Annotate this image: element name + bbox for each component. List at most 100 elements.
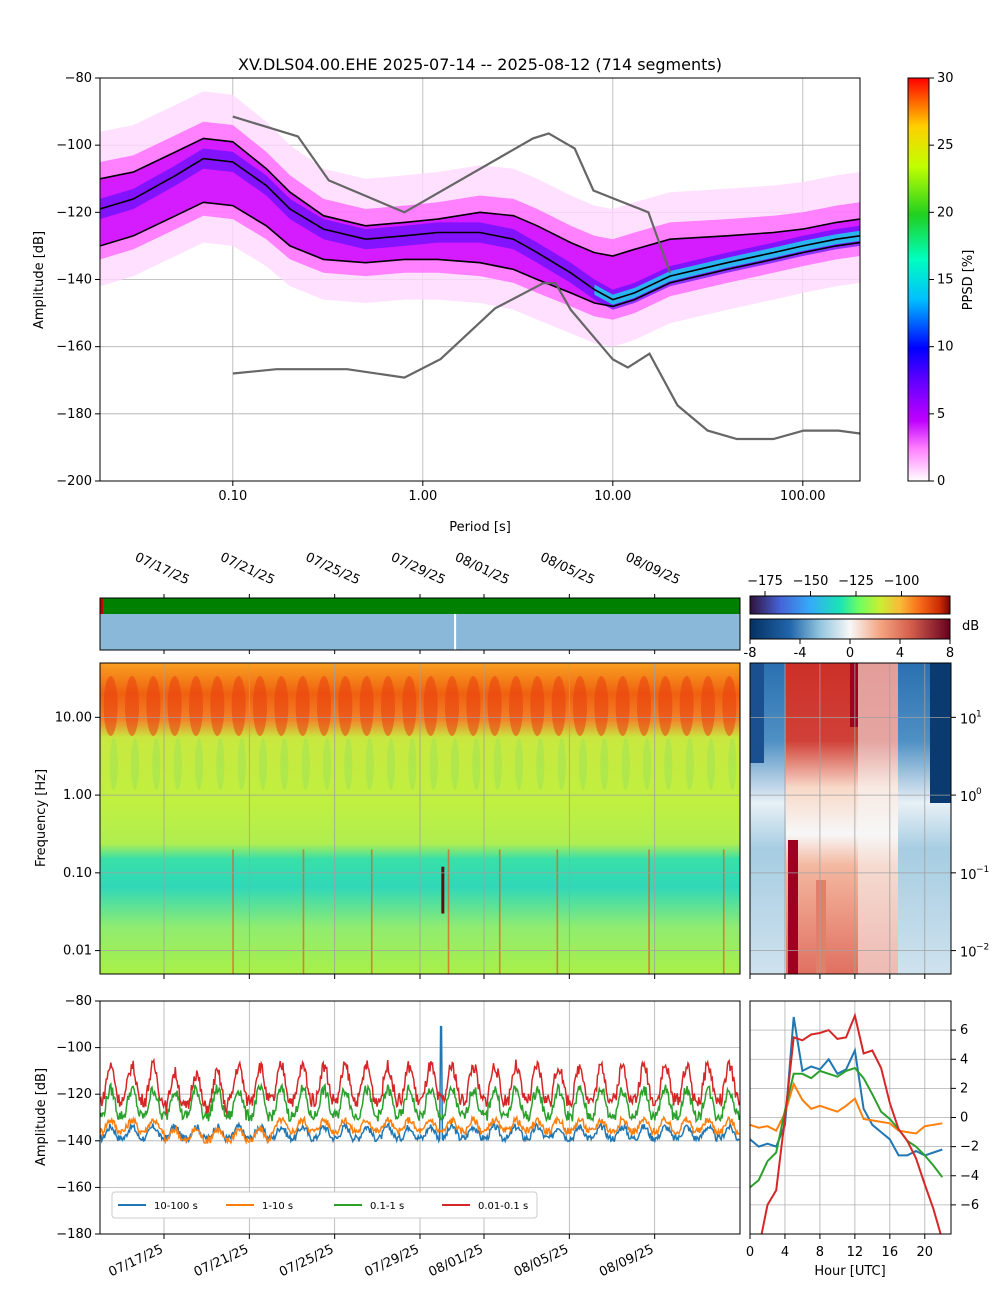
ppsd-lines <box>100 115 860 441</box>
spectrogram-day-stripe <box>615 675 630 736</box>
ppsd-line-high-noise-model <box>232 115 672 274</box>
ppsd-ytick-label: −180 <box>56 407 92 422</box>
availability-bar <box>100 598 740 614</box>
date-label-top: 07/25/25 <box>303 550 362 588</box>
spectrogram-day-stripe-low <box>387 738 395 791</box>
diurnal-ytick-label: 0 <box>960 1111 968 1126</box>
ppsd-xtick-label: 100.00 <box>780 489 826 504</box>
ppsd-density-peak <box>594 230 860 305</box>
ppsd-ytick-label: −80 <box>65 71 92 86</box>
spectrogram-day-stripe-low <box>728 738 737 791</box>
date-label-top: 08/09/25 <box>623 550 682 588</box>
spectrogram-transient <box>498 849 501 974</box>
spectrogram-day-stripe <box>189 675 203 736</box>
difference-colorbar-label: dB <box>962 619 979 634</box>
difference-ytick-exponent: −2 <box>976 943 989 953</box>
spectrogram-colorbar-tick-label: −100 <box>884 574 920 589</box>
spectrogram-day-stripe <box>679 675 694 736</box>
spectrogram-colorbar-tick-label: −125 <box>838 574 874 589</box>
diurnal-lines <box>750 1012 944 1234</box>
spectrogram-ytick-label: 10.00 <box>55 710 92 725</box>
timeseries-xtick-label: 07/17/25 <box>106 1242 165 1280</box>
diurnal-panel: 0 4 8 12 16 20 −6 −4 −2 0 2 4 6 Hour [UTC] <box>746 1000 979 1279</box>
spectrogram-day-stripe-low <box>301 738 310 791</box>
timeseries-xtick-label: 07/21/25 <box>192 1242 251 1280</box>
date-label-top: 07/21/25 <box>218 550 277 588</box>
spectrogram-transient <box>232 849 234 974</box>
spectrogram-day-stripe <box>359 675 374 736</box>
difference-ytick-exponent: 0 <box>976 787 982 797</box>
spectrogram-day-stripe <box>487 675 502 736</box>
ppsd-panel: XV.DLS04.00.EHE 2025-07-14 -- 2025-08-12… <box>32 55 976 535</box>
spectrogram-panel: 07/17/25 07/21/25 07/25/25 07/29/25 08/01/25… <box>34 550 989 979</box>
availability-ticks <box>163 594 656 654</box>
spectrogram-day-stripe-low <box>536 738 545 791</box>
diurnal-ytick-label: 2 <box>960 1081 968 1096</box>
timeseries-xtick-label: 07/29/25 <box>362 1242 421 1280</box>
diurnal-grid <box>749 1001 951 1234</box>
spectrogram-day-stripe-low <box>280 738 289 791</box>
spectrogram-day-stripe <box>167 675 182 736</box>
ppsd-density-mode <box>100 148 860 310</box>
spectrogram-day-stripe-low <box>643 738 651 791</box>
spectrogram-day-stripe <box>381 675 395 736</box>
spectrogram-day-stripe-low <box>707 738 715 791</box>
date-label-top: 08/05/25 <box>538 550 597 588</box>
spectrogram-day-stripe-low <box>173 738 182 791</box>
spectrogram-day-stripe <box>701 675 715 736</box>
ppsd-line-low-noise-model <box>232 282 860 441</box>
spectrogram-day-stripe <box>445 675 459 736</box>
ppsd-colorbar <box>907 77 930 482</box>
spectrogram-colorbar-tick-label: −175 <box>747 574 783 589</box>
spectrogram-transient <box>648 849 650 974</box>
spectrogram-day-stripe-low <box>323 738 331 791</box>
spectrogram-day-stripe <box>253 675 267 736</box>
spectrogram-day-stripe <box>722 675 737 736</box>
ppsd-ytick-label: −120 <box>56 205 92 220</box>
timeseries-xtick-label: 08/05/25 <box>512 1242 571 1280</box>
ppsd-ytick-label: −160 <box>56 340 92 355</box>
timeseries-ytick-label: −160 <box>56 1180 92 1195</box>
diurnal-ytick-label: −4 <box>960 1169 979 1184</box>
diurnal-xtick-label: 20 <box>917 1245 934 1260</box>
diurnal-line-2 <box>750 1066 944 1189</box>
ppsd-line-percentile-upper <box>100 137 860 257</box>
timeseries-line-0.1-1 s <box>100 1081 740 1124</box>
diurnal-xlabel: Hour [UTC] <box>814 1264 885 1279</box>
date-label-top: 07/29/25 <box>388 550 447 588</box>
ppsd-ytick-label: −100 <box>56 138 92 153</box>
spectrogram-day-stripe-low <box>579 738 587 791</box>
timeseries-ytick-label: −100 <box>56 1041 92 1056</box>
spectrogram-day-stripe-low <box>429 738 438 791</box>
ppsd-colorbar-ticks: 0 5 10 15 20 25 30 <box>929 71 954 489</box>
spectrogram-transient <box>302 849 305 974</box>
diurnal-line-0 <box>750 1016 943 1157</box>
spectrogram-colorbar-tick-label: −150 <box>793 574 829 589</box>
spectrogram-day-stripe-low <box>472 738 481 791</box>
spectrogram-day-stripe-low <box>408 738 417 791</box>
difference-colorbar <box>749 618 951 640</box>
ppsd-colorbar-tick-label: 0 <box>937 474 945 489</box>
ppsd-line-mode <box>100 157 860 301</box>
ppsd-ytick-label: −140 <box>56 273 92 288</box>
difference-ytick-base: 10 <box>960 946 977 961</box>
spectrogram-day-stripe-low <box>344 738 353 791</box>
spectrogram-ytick-label: 0.01 <box>63 944 92 959</box>
spectrogram-day-stripe-low <box>621 738 630 791</box>
spectrogram-day-stripe <box>274 675 289 736</box>
difference-ytick-base: 10 <box>960 712 977 727</box>
difference-colorbar-tick-label: 8 <box>946 646 954 661</box>
timeseries-lines <box>100 1025 740 1145</box>
difference-colorbar-tick-label: 4 <box>896 646 904 661</box>
spectrogram-day-stripe-low <box>685 738 694 791</box>
diurnal-xtick-label: 12 <box>847 1245 864 1260</box>
diurnal-ytick-label: 6 <box>960 1023 968 1038</box>
spectrogram-day-stripe <box>338 675 353 736</box>
ppsd-xtick-label: 10.00 <box>594 489 631 504</box>
diurnal-line-3 <box>760 1012 942 1234</box>
diurnal-xtick-label: 8 <box>816 1245 824 1260</box>
ppsd-ylabel: Amplitude [dB] <box>32 231 47 329</box>
ppsd-density <box>100 91 860 347</box>
